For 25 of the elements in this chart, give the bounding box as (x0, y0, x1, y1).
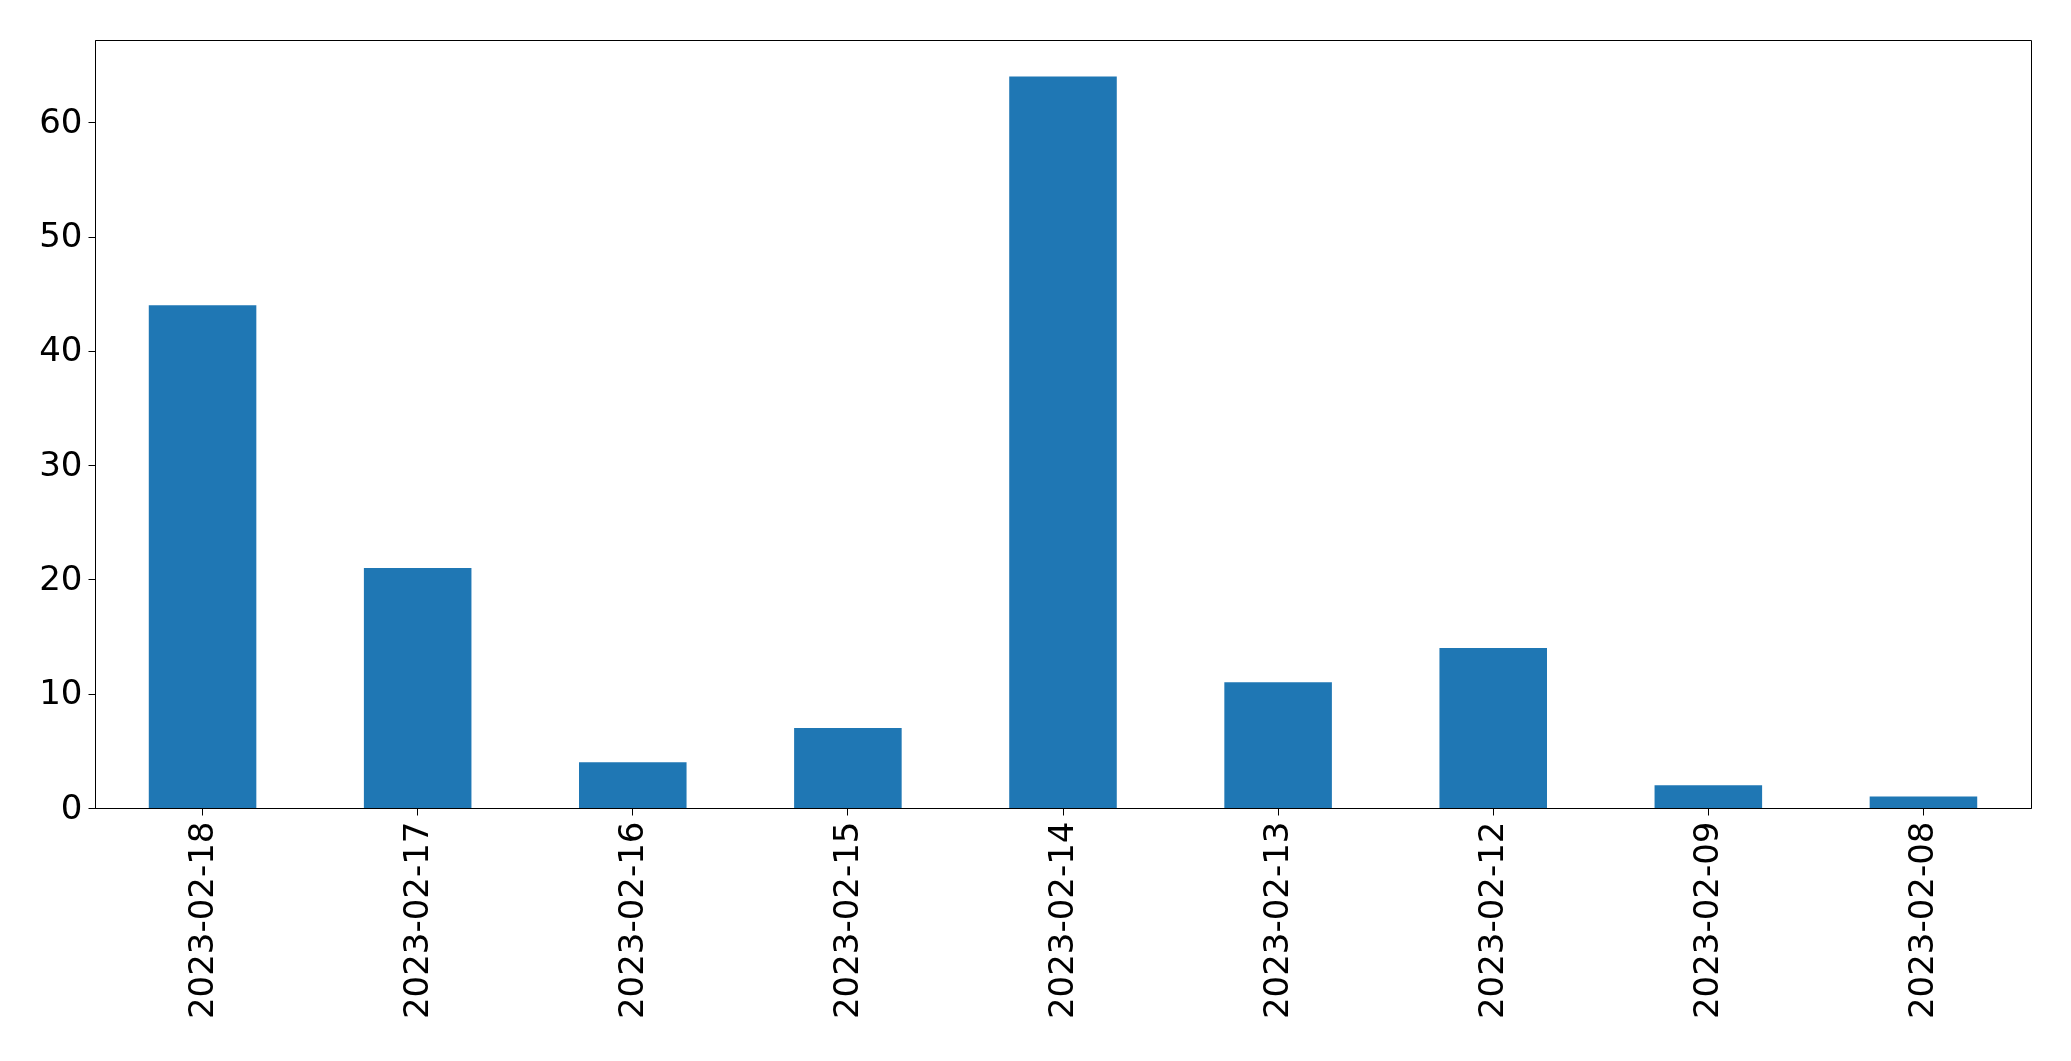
bar (1869, 796, 1978, 808)
bar (579, 762, 687, 808)
bar (794, 728, 902, 808)
x-tick-label: 2023-02-12 (1471, 821, 1512, 1020)
y-tick-label: 40 (39, 329, 83, 370)
y-tick-label: 20 (39, 557, 83, 598)
bar (1009, 76, 1117, 808)
x-tick-label: 2023-02-08 (1901, 821, 1942, 1020)
y-tick-label: 50 (39, 215, 83, 256)
x-tick-label: 2023-02-13 (1256, 821, 1297, 1020)
bar (363, 568, 472, 808)
bar (1224, 682, 1332, 808)
x-tick-label: 2023-02-16 (610, 821, 651, 1020)
bar (1439, 648, 1547, 808)
x-tick-label: 2023-02-15 (825, 821, 866, 1020)
x-tick-label: 2023-02-18 (180, 821, 221, 1020)
x-tick-label: 2023-02-09 (1686, 821, 1727, 1020)
y-tick-label: 30 (39, 443, 83, 484)
y-tick-label: 0 (60, 786, 83, 827)
bar (148, 305, 257, 808)
y-tick-label: 10 (39, 672, 83, 713)
x-tick-label: 2023-02-17 (395, 821, 436, 1020)
y-tick-label: 60 (39, 100, 83, 141)
x-tick-label: 2023-02-14 (1041, 821, 1081, 1020)
bar (1654, 785, 1763, 808)
